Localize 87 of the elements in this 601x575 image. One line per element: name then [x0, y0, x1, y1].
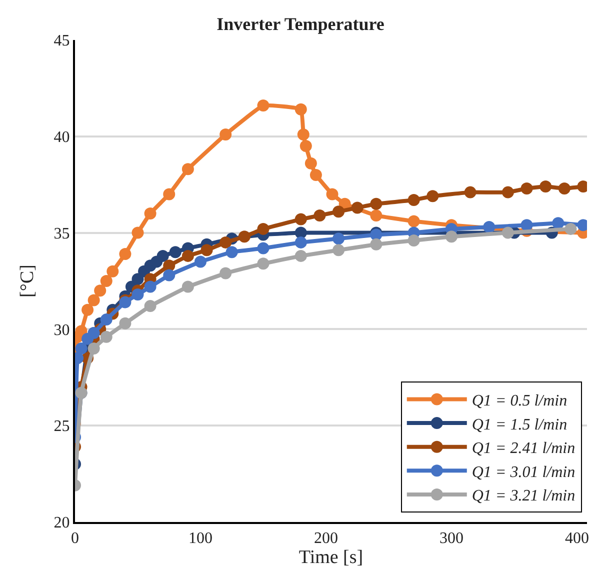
x-tick-label: 0 [71, 530, 79, 548]
point [370, 238, 382, 250]
y-tick-label: 35 [54, 225, 70, 242]
x-tick-label: 400 [564, 530, 589, 548]
point [445, 230, 458, 243]
point [257, 222, 270, 235]
point [294, 213, 307, 226]
point [502, 226, 514, 239]
point [220, 267, 232, 280]
point [294, 103, 307, 116]
x-axis-title: Time [s] [298, 547, 364, 568]
point [144, 280, 156, 293]
point [169, 246, 182, 258]
point [310, 168, 322, 181]
point [132, 288, 144, 300]
y-axis-title: [°C] [17, 264, 38, 298]
point [520, 219, 533, 232]
point [119, 317, 132, 330]
x-tick-label: 200 [314, 530, 338, 548]
point [182, 163, 194, 176]
point [564, 222, 577, 235]
point [294, 236, 307, 248]
point [226, 246, 238, 258]
point [182, 250, 194, 262]
point [156, 250, 169, 262]
point [257, 258, 270, 270]
point [520, 182, 533, 194]
point [426, 190, 439, 202]
point [370, 198, 382, 210]
point [94, 284, 106, 297]
point [304, 157, 317, 170]
point [300, 140, 312, 152]
y-tick-label: 25 [54, 418, 70, 436]
point [552, 217, 564, 230]
point [332, 232, 345, 245]
point [132, 273, 144, 286]
point [332, 244, 345, 256]
point [238, 230, 250, 243]
point [540, 180, 552, 193]
legend-label: Q1 = 0.5 l/min [472, 392, 568, 410]
legend-label: Q1 = 2.41 l/min [472, 440, 576, 458]
point [220, 128, 232, 140]
y-tick-label: 40 [54, 129, 70, 146]
point [163, 260, 176, 272]
point [294, 250, 307, 262]
point [257, 242, 270, 254]
x-tick-label: 300 [439, 530, 464, 548]
point [100, 314, 112, 326]
point [144, 300, 156, 312]
legend-label: Q1 = 3.01 l/min [472, 464, 576, 481]
point [351, 202, 364, 214]
y-tick-label: 45 [54, 32, 70, 50]
legend-label: Q1 = 1.5 l/min [472, 416, 568, 434]
point [119, 248, 132, 260]
point [408, 215, 420, 228]
point [194, 256, 206, 268]
y-tick-label: 20 [54, 514, 70, 532]
point [326, 188, 338, 200]
point [88, 294, 100, 306]
point [163, 269, 176, 282]
chart-title: Inverter Temperature [216, 14, 384, 34]
point [332, 206, 345, 218]
point [257, 100, 270, 112]
point [75, 342, 88, 354]
point [220, 236, 232, 248]
point [106, 265, 119, 278]
legend-label: Q1 = 3.21 l/min [472, 488, 576, 505]
point [132, 226, 144, 239]
point [558, 182, 570, 194]
point [200, 244, 213, 256]
point [88, 342, 100, 354]
point [182, 280, 194, 293]
point [483, 221, 496, 234]
y-tick-label: 30 [54, 322, 70, 339]
point [297, 128, 310, 140]
point [100, 330, 112, 343]
point [408, 234, 420, 247]
x-tick-label: 100 [188, 530, 212, 548]
point [82, 304, 94, 316]
point [144, 208, 156, 220]
point [314, 209, 326, 222]
point [370, 209, 382, 222]
point [464, 186, 476, 198]
point [502, 186, 514, 198]
point [163, 188, 176, 200]
point [100, 275, 112, 287]
point [408, 194, 420, 206]
